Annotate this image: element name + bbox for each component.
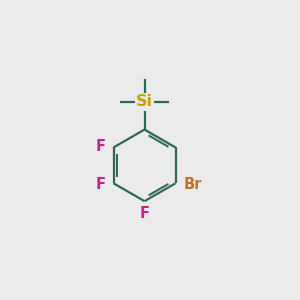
Text: Si: Si	[136, 94, 153, 109]
Text: F: F	[96, 139, 106, 154]
Text: F: F	[96, 177, 106, 192]
Text: Br: Br	[183, 177, 202, 192]
Text: F: F	[140, 206, 149, 221]
